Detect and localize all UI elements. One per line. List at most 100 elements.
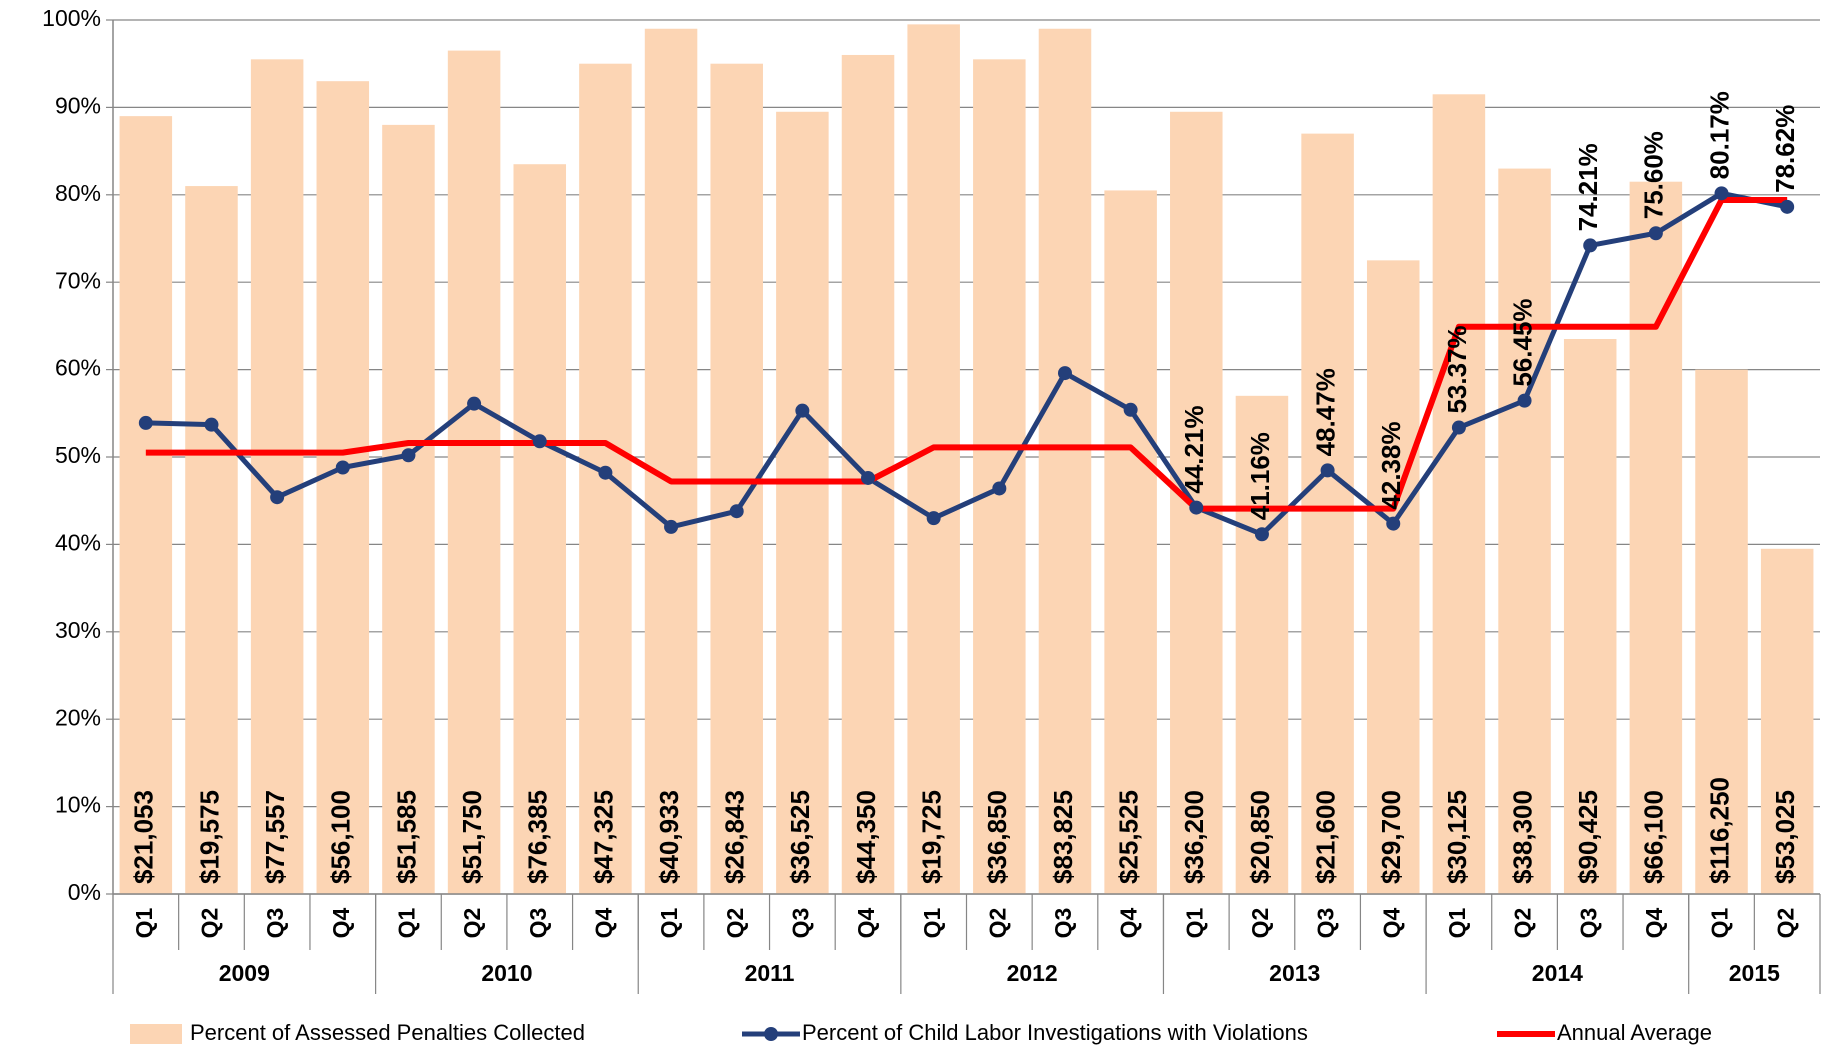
bar-amount-label: $83,825 [1048,790,1078,884]
x-tick-label: Q1 [131,907,157,938]
line-marker [992,481,1007,496]
bar-amount-label: $53,025 [1770,790,1800,884]
bar [316,81,370,895]
line-marker [1189,500,1204,515]
x-tick-label: Q1 [394,907,420,938]
bar [1038,28,1092,895]
x-tick-label: Q2 [1247,908,1273,939]
bar-amount-label: $51,585 [391,790,421,884]
group-label: 2011 [745,960,795,986]
y-tick-label: 20% [55,704,101,730]
line-value-label: 56.45% [1507,298,1537,386]
bar-amount-label: $36,525 [785,790,815,884]
group-label: 2012 [1007,960,1058,986]
bar [447,50,501,894]
x-tick-label: Q4 [853,907,879,938]
bar [644,28,698,895]
line-marker [335,460,350,475]
line-marker [1451,420,1466,435]
line-value-label: 80.17% [1704,91,1734,179]
group-label: 2014 [1532,960,1583,986]
bar-amount-label: $77,557 [260,790,290,884]
bar-amount-label: $56,100 [326,790,356,884]
line-marker [795,403,810,418]
bar [1104,190,1157,894]
bar [1432,94,1486,895]
bar-amount-label: $36,200 [1179,790,1209,884]
group-label: 2013 [1269,960,1320,986]
legend-label: Percent of Assessed Penalties Collected [190,1020,585,1045]
bar [1235,395,1289,894]
x-tick-label: Q3 [1050,908,1076,939]
bar-amount-label: $90,425 [1573,790,1603,884]
bar-amount-label: $76,385 [523,790,553,884]
line-series [145,197,1788,512]
bar [513,164,567,894]
bar [382,124,435,894]
legend-marker [764,1027,778,1041]
line-marker [1386,516,1401,531]
line-series [145,190,1788,537]
y-tick-label: 40% [55,529,101,555]
bar-amount-label: $116,250 [1704,777,1734,884]
line-marker [598,465,613,480]
line-marker [1648,226,1663,241]
line-marker [270,490,285,505]
legend-swatch [130,1024,182,1044]
line-marker [467,396,482,411]
bar-amount-label: $29,700 [1376,790,1406,884]
bar [1498,168,1551,894]
y-tick-label: 30% [55,617,101,643]
bar-amount-label: $19,725 [917,790,947,884]
line-marker [926,511,941,526]
line-marker [1714,186,1729,201]
x-tick-label: Q2 [984,908,1010,939]
y-tick-label: 0% [68,879,101,905]
line-marker [729,504,744,519]
x-tick-label: Q3 [1575,908,1601,939]
y-tick-label: 90% [55,92,101,118]
bar [185,186,238,894]
x-tick-label: Q2 [722,908,748,939]
y-tick-label: 60% [55,355,101,381]
bar-amount-label: $44,350 [851,790,881,884]
legend-label: Percent of Child Labor Investigations wi… [802,1020,1308,1045]
line-value-label: 75.60% [1639,131,1669,219]
bar [1629,181,1683,894]
x-tick-label: Q3 [1313,908,1339,939]
bar-amount-label: $26,843 [720,790,750,884]
line-marker [1254,527,1269,542]
bar-amount-label: $25,525 [1114,790,1144,884]
bar-amount-label: $36,850 [982,790,1012,884]
bar [776,111,829,894]
x-tick-label: Q4 [1378,907,1404,938]
line-marker [204,417,219,432]
bar-amount-label: $20,850 [1245,790,1275,884]
line-marker [664,519,679,534]
bar [1695,369,1748,895]
line-marker [1517,393,1532,408]
line-marker [1057,366,1072,381]
line-value-label: 44.21% [1179,405,1209,493]
line-marker [1780,199,1795,214]
line-value-label: 42.38% [1376,421,1406,509]
x-tick-label: Q3 [787,908,813,939]
y-tick-label: 10% [55,792,101,818]
x-tick-label: Q2 [1772,908,1798,939]
x-tick-label: Q4 [590,907,616,938]
bar-amount-label: $40,933 [654,790,684,884]
bar-amount-label: $66,100 [1639,790,1669,884]
x-tick-label: Q1 [1444,907,1470,938]
bar [1563,339,1617,894]
x-tick-label: Q1 [1181,907,1207,938]
bar-amount-label: $47,325 [588,790,618,884]
y-tick-label: 100% [42,5,101,31]
x-tick-label: Q4 [1641,907,1667,938]
x-tick-label: Q3 [262,908,288,939]
y-tick-label: 80% [55,180,101,206]
bar-amount-label: $51,750 [457,790,487,884]
x-tick-label: Q2 [459,908,485,939]
bar [1366,260,1420,895]
bar [973,59,1026,894]
x-tick-label: Q4 [328,907,354,938]
